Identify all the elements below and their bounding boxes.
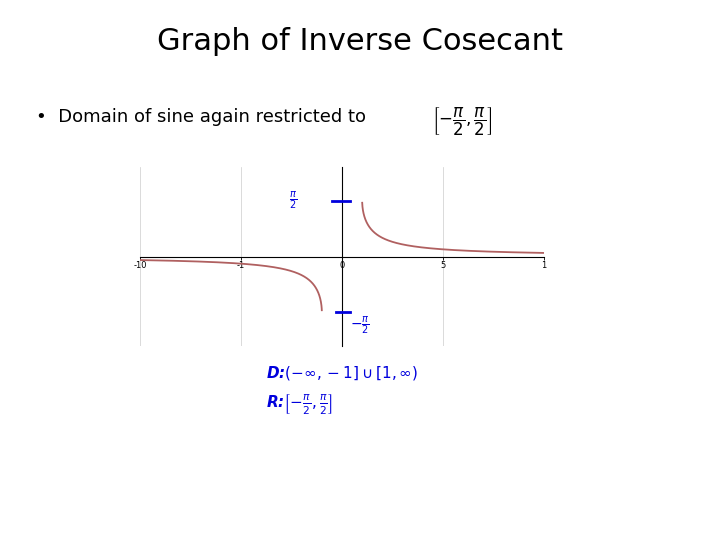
Text: $-\frac{\pi}{2}$: $-\frac{\pi}{2}$ bbox=[350, 314, 370, 336]
Text: R:$\left[-\frac{\pi}{2},\frac{\pi}{2}\right]$: R:$\left[-\frac{\pi}{2},\frac{\pi}{2}\ri… bbox=[266, 392, 333, 415]
Text: •  Domain of sine again restricted to: • Domain of sine again restricted to bbox=[36, 108, 366, 126]
Text: $\left[-\dfrac{\pi}{2},\dfrac{\pi}{2}\right]$: $\left[-\dfrac{\pi}{2},\dfrac{\pi}{2}\ri… bbox=[432, 105, 492, 138]
Text: Graph of Inverse Cosecant: Graph of Inverse Cosecant bbox=[157, 27, 563, 56]
Text: $\frac{\pi}{2}$: $\frac{\pi}{2}$ bbox=[289, 190, 297, 211]
Text: D:$(-\infty,-1]\cup[1,\infty)$: D:$(-\infty,-1]\cup[1,\infty)$ bbox=[266, 364, 418, 382]
